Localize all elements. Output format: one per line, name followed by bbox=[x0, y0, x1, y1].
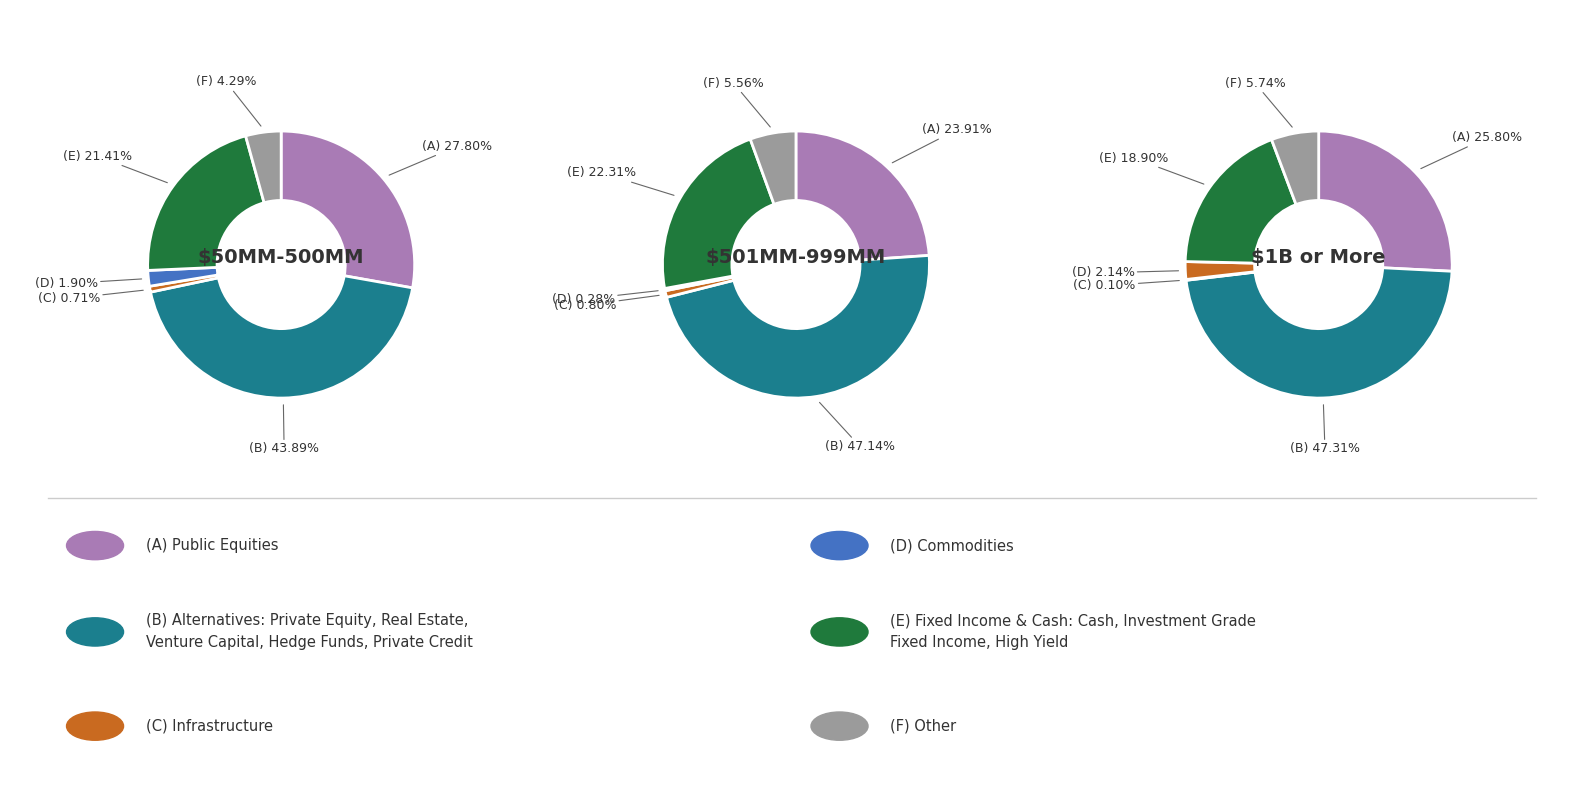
Wedge shape bbox=[795, 131, 930, 260]
Text: (A) Public Equities: (A) Public Equities bbox=[146, 538, 279, 553]
Text: (E) Fixed Income & Cash: Cash, Investment Grade: (E) Fixed Income & Cash: Cash, Investmen… bbox=[890, 613, 1256, 629]
Text: (F) 5.56%: (F) 5.56% bbox=[703, 77, 770, 127]
Wedge shape bbox=[1318, 131, 1453, 272]
Text: (F) 4.29%: (F) 4.29% bbox=[196, 75, 261, 126]
Text: (D) Commodities: (D) Commodities bbox=[890, 538, 1014, 553]
Text: (E) 22.31%: (E) 22.31% bbox=[567, 166, 675, 195]
Text: (A) 25.80%: (A) 25.80% bbox=[1421, 131, 1522, 169]
Wedge shape bbox=[147, 268, 219, 287]
Wedge shape bbox=[665, 276, 733, 290]
Wedge shape bbox=[1186, 268, 1453, 398]
Text: Fixed Income, High Yield: Fixed Income, High Yield bbox=[890, 635, 1069, 651]
Text: (E) 18.90%: (E) 18.90% bbox=[1099, 152, 1204, 184]
Wedge shape bbox=[246, 131, 280, 203]
Text: $1B or More: $1B or More bbox=[1251, 248, 1386, 268]
Text: (C) 0.10%: (C) 0.10% bbox=[1074, 279, 1180, 292]
Wedge shape bbox=[1186, 272, 1255, 280]
Text: (B) 43.89%: (B) 43.89% bbox=[249, 405, 318, 455]
Text: Venture Capital, Hedge Funds, Private Credit: Venture Capital, Hedge Funds, Private Cr… bbox=[146, 635, 472, 651]
Wedge shape bbox=[751, 131, 795, 204]
Text: (C) 0.80%: (C) 0.80% bbox=[554, 295, 659, 312]
Text: (C) 0.71%: (C) 0.71% bbox=[38, 290, 143, 305]
Wedge shape bbox=[1185, 140, 1296, 263]
Text: (B) 47.14%: (B) 47.14% bbox=[819, 403, 895, 453]
Text: (F) Other: (F) Other bbox=[890, 718, 957, 734]
Text: (F) 5.74%: (F) 5.74% bbox=[1224, 77, 1293, 127]
Wedge shape bbox=[1272, 131, 1319, 205]
Wedge shape bbox=[147, 136, 265, 270]
Wedge shape bbox=[1185, 261, 1255, 279]
Text: (E) 21.41%: (E) 21.41% bbox=[63, 150, 168, 183]
Text: (A) 27.80%: (A) 27.80% bbox=[390, 140, 493, 175]
Wedge shape bbox=[665, 277, 733, 298]
Text: (D) 0.28%: (D) 0.28% bbox=[551, 290, 657, 305]
Wedge shape bbox=[667, 255, 930, 398]
Wedge shape bbox=[280, 131, 415, 288]
Text: (D) 1.90%: (D) 1.90% bbox=[35, 277, 141, 290]
Text: $501MM-999MM: $501MM-999MM bbox=[706, 248, 885, 268]
Wedge shape bbox=[150, 276, 412, 398]
Wedge shape bbox=[149, 275, 219, 292]
Wedge shape bbox=[662, 139, 775, 289]
Text: (B) Alternatives: Private Equity, Real Estate,: (B) Alternatives: Private Equity, Real E… bbox=[146, 613, 469, 629]
Text: (A) 23.91%: (A) 23.91% bbox=[892, 123, 992, 162]
Text: (B) 47.31%: (B) 47.31% bbox=[1289, 405, 1361, 455]
Text: $50MM-500MM: $50MM-500MM bbox=[198, 248, 364, 268]
Text: (D) 2.14%: (D) 2.14% bbox=[1072, 266, 1178, 279]
Text: (C) Infrastructure: (C) Infrastructure bbox=[146, 718, 272, 734]
